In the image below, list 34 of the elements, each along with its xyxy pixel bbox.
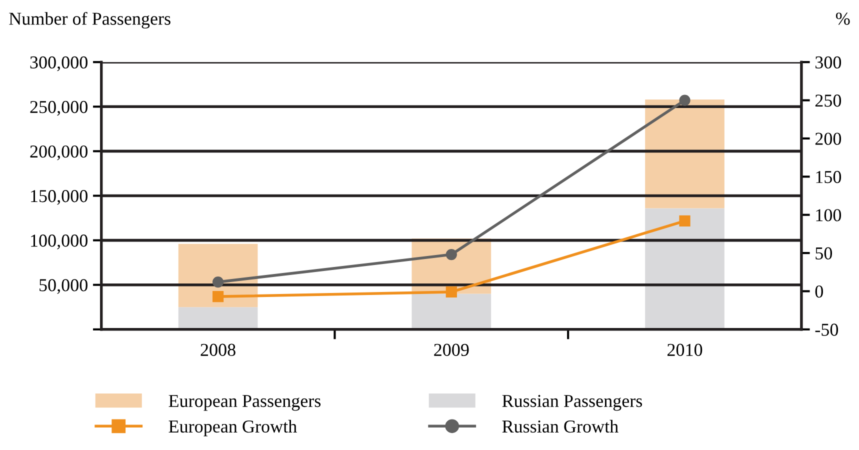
bar [178,244,258,308]
y2-tick-label: 200 [815,132,842,145]
y2-axis-title: % [836,12,850,25]
x-tick-label: 2009 [434,344,469,356]
y2-tick-label: -50 [815,324,838,336]
y-tick-label: 100,000 [31,234,88,250]
bar [645,208,724,330]
point [679,215,690,227]
y2-tick-label: 0 [815,285,823,298]
y2-tick-label: 300 [816,56,842,69]
y2-tick-label: 50 [816,247,832,260]
y-axis-title: Number of Passengers [9,12,170,29]
y-tick-label: 300,000 [30,56,88,72]
bar [645,100,724,208]
y-tick-label: 250,000 [30,100,88,116]
bar [178,307,258,330]
point [446,286,457,298]
legend-label: European Growth [168,420,297,436]
legend-label: Russian Growth [502,420,618,433]
point [212,291,224,302]
y-tick-label: 150,000 [31,190,88,205]
point [446,249,457,260]
legend-label: Russian Passengers [502,394,642,411]
point [212,276,224,288]
x-tick-label: 2008 [200,344,236,356]
bar [412,294,492,330]
y-tick-label: 50,000 [40,279,88,294]
y2-tick-label: 100 [816,209,842,222]
legend-label: European Passengers [168,395,321,411]
y2-tick-label: 250 [815,94,842,107]
point [679,94,690,106]
y-tick-label: 200,000 [30,145,88,160]
x-tick-label: 2010 [668,344,702,356]
y2-tick-label: 150 [816,170,842,184]
